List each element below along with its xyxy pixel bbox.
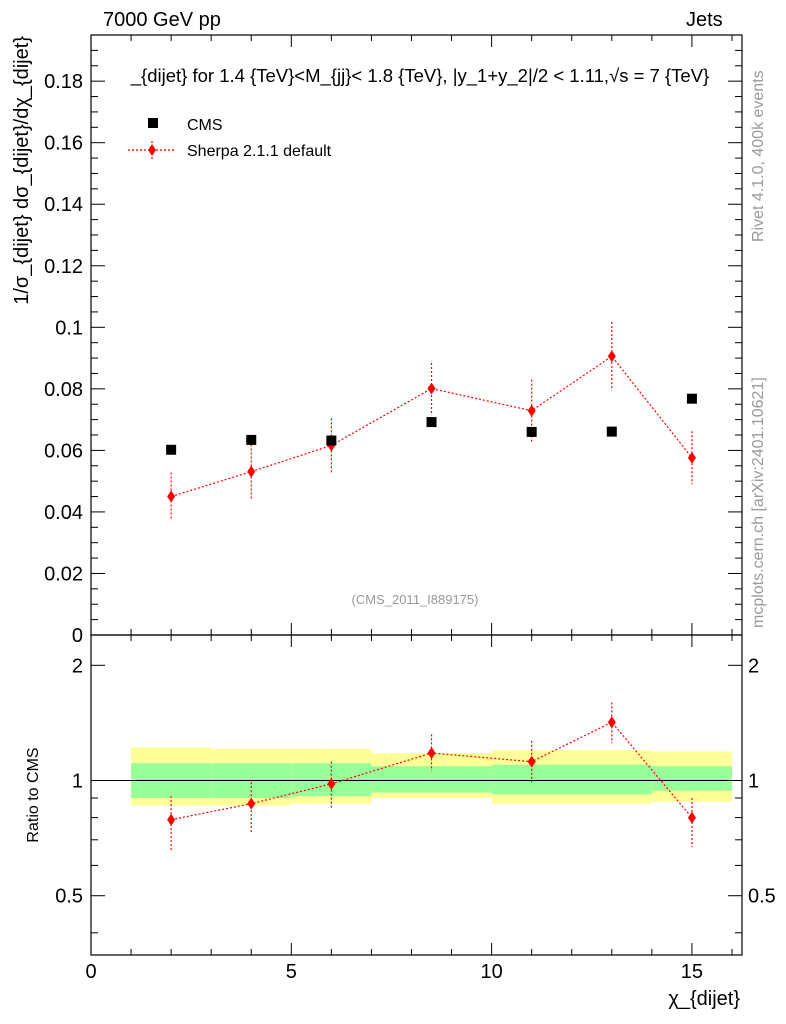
legend-sherpa-marker xyxy=(148,144,156,156)
legend-cms-label: CMS xyxy=(187,117,223,134)
legend-cms-marker xyxy=(148,118,158,128)
tick-labels: 0 5 10 15 0 0.02 0.04 0.06 0.08 0.1 0.12 0.14 0.16 0.… xyxy=(44,71,776,983)
cms-point-3 xyxy=(426,417,437,428)
band-inner-5 xyxy=(651,766,732,791)
y-tick-label-7: 0.14 xyxy=(44,194,83,216)
axis-ticks xyxy=(90,35,742,955)
legend: CMS Sherpa 2.1.1 default xyxy=(128,117,332,160)
ratio-axis-label: Ratio to CMS xyxy=(25,747,42,842)
ratio-point-3 xyxy=(427,747,436,760)
y-tick-label-6: 0.12 xyxy=(44,256,83,278)
ratio-point-1 xyxy=(247,797,256,810)
y-tick-label-0: 0 xyxy=(72,625,83,647)
ratio-point-0 xyxy=(167,813,176,826)
y-tick-label-4: 0.08 xyxy=(44,379,83,401)
x-tick-label-2: 10 xyxy=(480,961,502,983)
ratio-tick-label-left-2: 2 xyxy=(72,655,83,677)
side-rivet-label: Rivet 4.1.0, 400k events xyxy=(750,70,767,242)
ratio-uncertainty-bands xyxy=(91,747,742,806)
y-axis-label: 1/σ_{dijet} dσ_{dijet}/dχ_{dijet} xyxy=(11,36,33,305)
ratio-tick-label-right-0: 0.5 xyxy=(748,886,776,908)
chart-title: _{dijet} for 1.4 {TeV}<M_{jj}< 1.8 {TeV}… xyxy=(130,65,709,87)
ratio-point-2 xyxy=(327,777,336,790)
y-tick-label-3: 0.06 xyxy=(44,440,83,462)
cms-point-6 xyxy=(686,393,697,404)
energy-label: 7000 GeV pp xyxy=(103,9,221,31)
ratio-plot-frame xyxy=(90,634,743,956)
category-label: Jets xyxy=(686,9,723,31)
y-tick-label-5: 0.1 xyxy=(55,317,83,339)
plot-frames xyxy=(90,34,743,956)
data-series xyxy=(166,322,697,853)
ratio-point-4 xyxy=(527,755,536,768)
mc-point-4 xyxy=(527,404,536,417)
cms-point-4 xyxy=(526,426,537,437)
y-tick-label-2: 0.04 xyxy=(44,502,83,524)
x-tick-label-3: 15 xyxy=(681,961,703,983)
mc-point-1 xyxy=(247,465,256,478)
legend-sherpa-label: Sherpa 2.1.1 default xyxy=(187,143,332,160)
y-tick-label-8: 0.16 xyxy=(44,133,83,155)
ratio-tick-label-right-1: 1 xyxy=(748,771,759,793)
y-tick-label-9: 0.18 xyxy=(44,71,83,93)
x-axis-label: χ_{dijet} xyxy=(668,988,740,1010)
mc-point-3 xyxy=(427,382,436,395)
x-tick-label-0: 0 xyxy=(85,961,96,983)
band-inner-4 xyxy=(491,764,652,795)
side-mcplots-label: mcplots.cern.ch [arXiv:2401.10621] xyxy=(750,377,767,628)
mc-point-6 xyxy=(687,451,696,464)
cms-point-1 xyxy=(246,434,257,445)
ratio-tick-label-left-1: 1 xyxy=(72,771,83,793)
chart-text: _{dijet} for 1.4 {TeV}<M_{jj}< 1.8 {TeV}… xyxy=(11,36,767,1010)
cms-point-0 xyxy=(166,444,177,455)
analysis-id: (CMS_2011_I889175) xyxy=(352,592,479,607)
ratio-tick-label-right-2: 2 xyxy=(748,655,759,677)
mc-point-0 xyxy=(167,490,176,503)
ratio-point-6 xyxy=(687,811,696,824)
band-inner-3 xyxy=(371,766,492,793)
y-tick-label-1: 0.02 xyxy=(44,563,83,585)
x-tick-label-1: 5 xyxy=(286,961,297,983)
cms-point-2 xyxy=(326,435,337,446)
mc-point-5 xyxy=(607,350,616,363)
ratio-tick-label-left-0: 0.5 xyxy=(55,886,83,908)
ratio-point-5 xyxy=(607,716,616,729)
cms-point-5 xyxy=(606,426,617,437)
